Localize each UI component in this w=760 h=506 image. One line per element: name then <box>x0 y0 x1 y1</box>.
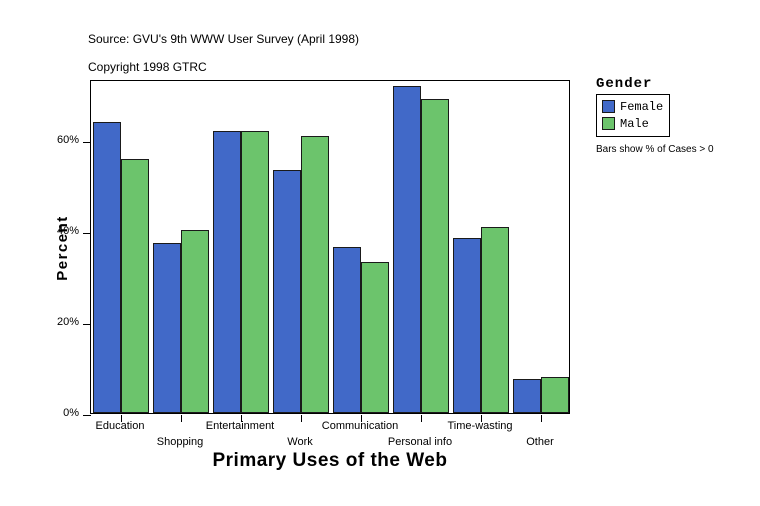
bar-female-work <box>273 169 301 413</box>
legend-box: Female Male <box>596 94 671 137</box>
bar-female-personal-info <box>393 85 421 413</box>
x-axis-tick-mark <box>121 415 122 422</box>
x-axis-tick-mark <box>541 415 542 422</box>
bars-layer <box>91 81 569 413</box>
legend-title: Gender <box>596 76 653 92</box>
x-axis-category-label: Shopping <box>156 436 204 448</box>
y-axis-title: Percent <box>53 215 71 281</box>
legend-item-male: Male <box>602 115 663 132</box>
bar-male-communication <box>361 261 389 413</box>
y-axis-tick-label: 40% <box>56 225 79 238</box>
bar-female-other <box>513 378 541 413</box>
bar-female-entertainment <box>213 131 241 413</box>
y-axis-tick-label: 0% <box>63 407 79 419</box>
y-axis-tick-label: 20% <box>56 316 79 329</box>
x-axis-category-label: Communication <box>321 420 399 432</box>
chart-plot-area: Percent 0% 20% 40% 60% <box>54 80 570 422</box>
bar-female-time-wasting <box>453 238 481 413</box>
bar-male-education <box>121 158 149 413</box>
x-axis-category-label: Personal info <box>387 436 453 448</box>
x-axis-tick-mark <box>241 415 242 422</box>
y-axis-tick-mark <box>83 233 91 235</box>
bar-male-entertainment <box>241 131 269 413</box>
y-axis-tick-mark <box>83 415 91 416</box>
bar-male-work <box>301 135 329 413</box>
legend-note: Bars show % of Cases > 0 <box>596 144 714 155</box>
x-axis-category-label: Work <box>287 436 313 448</box>
y-axis-tick-label: 60% <box>56 134 79 147</box>
x-axis-tick-mark <box>361 415 362 422</box>
y-axis-tick: 40% <box>53 225 91 237</box>
y-axis-tick-mark <box>83 324 91 326</box>
bar-male-shopping <box>181 229 209 413</box>
x-axis-category-label: Other <box>526 436 554 448</box>
x-axis-tick-mark <box>421 415 422 422</box>
y-axis-tick: 0% <box>53 407 91 419</box>
source-line: Source: GVU's 9th WWW User Survey (April… <box>88 32 360 46</box>
bar-female-communication <box>333 247 361 413</box>
y-axis-tick-mark <box>83 142 91 144</box>
legend-swatch-male <box>602 117 615 130</box>
y-axis-tick: 20% <box>53 316 91 328</box>
legend-item-female: Female <box>602 98 663 115</box>
bar-male-other <box>541 376 569 413</box>
bar-female-shopping <box>153 242 181 413</box>
x-axis-category-label: Entertainment <box>205 420 275 432</box>
x-axis-title: Primary Uses of the Web <box>212 450 448 471</box>
copyright-line: Copyright 1998 GTRC <box>88 60 207 74</box>
legend-swatch-female <box>602 100 615 113</box>
bar-male-personal-info <box>421 99 449 413</box>
bar-female-education <box>93 122 121 413</box>
y-axis-tick: 60% <box>53 134 91 146</box>
legend-label-male: Male <box>620 116 649 131</box>
x-axis-category-label: Time-wasting <box>447 420 513 432</box>
legend-label-female: Female <box>620 99 664 114</box>
x-axis-tick-mark <box>481 415 482 422</box>
x-axis-tick-mark <box>181 415 182 422</box>
bar-male-time-wasting <box>481 226 509 413</box>
x-axis-category-label: Education <box>95 420 145 432</box>
x-axis-tick-mark <box>301 415 302 422</box>
